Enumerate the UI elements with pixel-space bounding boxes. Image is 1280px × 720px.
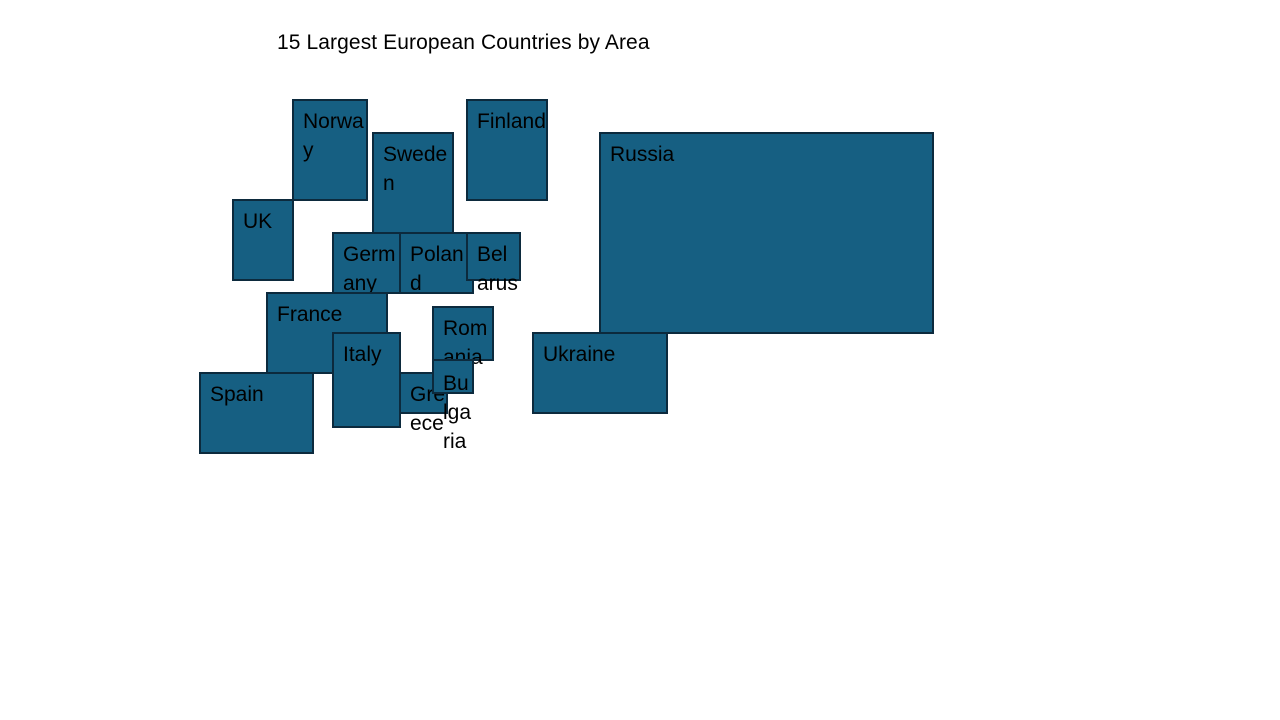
country-label-italy: Italy: [343, 343, 382, 366]
country-label-bulgaria: Bulgaria: [443, 372, 472, 453]
country-box-finland: Finland: [466, 99, 548, 201]
country-box-uk: UK: [232, 199, 294, 281]
country-box-spain: Spain: [199, 372, 314, 454]
country-label-norway: Norway: [303, 110, 364, 162]
country-label-uk: UK: [243, 210, 273, 233]
country-label-germany: Germany: [343, 243, 396, 295]
country-box-norway: Norway: [292, 99, 368, 201]
country-box-ukraine: Ukraine: [532, 332, 668, 414]
country-box-belarus: Belarus: [466, 232, 521, 295]
country-box-romania: Romania: [432, 306, 494, 369]
country-box-italy: Italy: [332, 332, 401, 428]
country-box-sweden: Sweden: [372, 132, 454, 234]
diagram-title: 15 Largest European Countries by Area: [277, 31, 650, 54]
country-label-finland: Finland: [477, 110, 546, 133]
country-label-belarus: Belarus: [477, 243, 518, 295]
country-label-spain: Spain: [210, 383, 264, 406]
country-box-russia: Russia: [599, 132, 934, 334]
country-label-poland: Poland: [410, 243, 464, 295]
country-box-bulgaria: Bulgaria: [432, 359, 474, 453]
country-label-france: France: [277, 303, 343, 326]
country-label-sweden: Sweden: [383, 143, 448, 195]
country-box-germany: Germany: [332, 232, 401, 295]
country-box-poland: Poland: [399, 232, 474, 295]
country-label-ukraine: Ukraine: [543, 343, 616, 366]
country-label-russia: Russia: [610, 143, 675, 166]
